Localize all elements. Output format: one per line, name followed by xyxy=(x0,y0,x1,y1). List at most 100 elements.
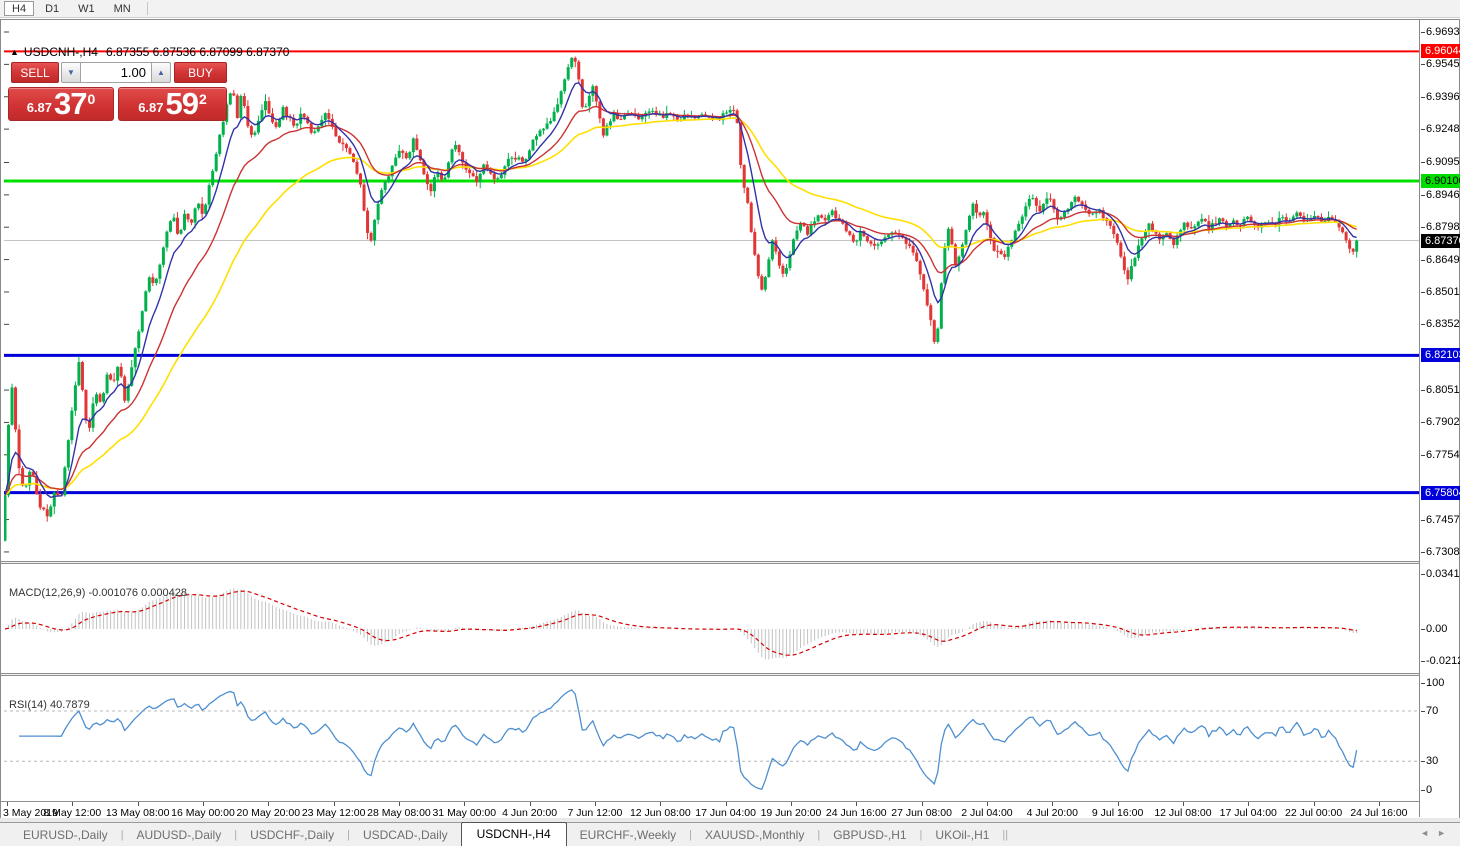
timeframe-button-d1[interactable]: D1 xyxy=(45,3,60,15)
price-axis-label: 6.92480 xyxy=(1426,123,1460,136)
time-axis-tick xyxy=(529,802,531,806)
price-axis-label-tick xyxy=(1421,519,1425,521)
timeframe-button-w1[interactable]: W1 xyxy=(78,3,95,15)
chart-tab-gbpusd-h1[interactable]: GBPUSD-,H1 xyxy=(833,827,907,842)
price-axis-label-tick xyxy=(1421,291,1425,293)
price-axis-label-tick xyxy=(1421,551,1425,553)
chart-tab-usdcad-daily[interactable]: USDCAD-,Daily xyxy=(362,827,448,842)
price-axis-label: 6.87980 xyxy=(1426,221,1460,234)
price-axis-label-tick xyxy=(1421,96,1425,98)
volume-input[interactable] xyxy=(81,62,151,83)
time-axis-tick xyxy=(1378,802,1380,806)
price-axis-label: 6.77540 xyxy=(1426,448,1460,461)
time-axis-label: 12 Jul 08:00 xyxy=(1154,807,1212,819)
buy-price-main: 59 xyxy=(165,86,199,121)
price-axis-label: 6.93965 xyxy=(1426,90,1460,103)
macd-axis-label: -0.021296 xyxy=(1426,655,1460,667)
buy-price-prefix: 6.87 xyxy=(138,100,164,115)
price-axis-badge-6-96044: 6.96044 xyxy=(1421,44,1460,59)
macd-axis-label: 0.034174 xyxy=(1426,568,1460,580)
time-axis-tick xyxy=(1248,802,1250,806)
time-axis-label: 13 May 08:00 xyxy=(105,807,170,819)
time-axis-tick xyxy=(1117,802,1119,806)
timeframe-button-h4[interactable]: H4 xyxy=(4,1,35,16)
price-axis-label-tick xyxy=(1421,324,1425,326)
time-axis-label: 4 Jul 20:00 xyxy=(1026,807,1078,819)
price-axis-label: 6.96935 xyxy=(1426,26,1460,38)
time-axis-tick xyxy=(790,802,792,806)
rsi-axis-label-tick xyxy=(1421,790,1425,791)
time-axis-label: 22 Jul 00:00 xyxy=(1284,807,1343,819)
trade-panel-top-row: SELL ▼ ▲ BUY xyxy=(8,62,228,84)
price-axis-label: 6.90950 xyxy=(1426,156,1460,169)
price-axis-label: 6.95450 xyxy=(1426,58,1460,71)
chart-tab-usdchf-daily[interactable]: USDCHF-,Daily xyxy=(250,827,335,842)
price-axis-label: 6.74570 xyxy=(1426,513,1460,526)
price-axis-label: 6.80510 xyxy=(1426,384,1460,397)
price-axis-label: 6.83525 xyxy=(1426,318,1460,331)
time-axis-tick xyxy=(202,802,204,806)
macd-axis-label-tick xyxy=(1421,661,1425,662)
macd-indicator-label: MACD(12,26,9) -0.001076 0.000428 xyxy=(9,587,187,599)
rsi-axis-label: 30 xyxy=(1426,755,1439,767)
time-axis-tick xyxy=(725,802,727,806)
sell-button[interactable]: SELL xyxy=(11,62,59,83)
price-axis-label-tick xyxy=(1421,162,1425,164)
chart-tab-audusd-daily[interactable]: AUDUSD-,Daily xyxy=(136,827,222,842)
tab-separator: | xyxy=(1002,828,1006,841)
time-axis-tick xyxy=(137,802,139,806)
rsi-panel-splitter[interactable] xyxy=(1,673,1420,676)
toolbar-separator xyxy=(146,2,148,15)
buy-button[interactable]: BUY xyxy=(174,62,227,83)
time-axis-tick xyxy=(464,802,466,806)
price-axis-label-tick xyxy=(1421,194,1425,196)
price-chart-svg xyxy=(4,31,1419,553)
time-axis-label: 3 May 2019 xyxy=(3,807,58,819)
price-axis-label-tick xyxy=(1421,390,1425,392)
volume-decrease-button[interactable]: ▼ xyxy=(61,62,81,83)
chart-tab-bar: EURUSD-,Daily | AUDUSD-,Daily | USDCHF-,Dail… xyxy=(0,821,1460,846)
timeframe-button-mn[interactable]: MN xyxy=(113,3,131,15)
chart-tab-xauusd-monthly[interactable]: XAUUSD-,Monthly xyxy=(704,827,805,842)
tab-bar-splitter xyxy=(0,818,1460,822)
time-axis-label: 28 May 08:00 xyxy=(367,807,431,819)
time-axis-label: 17 Jun 04:00 xyxy=(695,807,756,819)
price-axis-label: 6.85010 xyxy=(1426,285,1460,298)
one-click-trading-panel: SELL ▼ ▲ BUY 6.87 37 0 6.87 59 2 xyxy=(8,62,228,121)
tab-separator: | xyxy=(919,828,923,841)
volume-increase-button[interactable]: ▲ xyxy=(151,62,171,83)
time-axis-tick xyxy=(1182,802,1184,806)
chart-tab-usdcnh-h4[interactable]: USDCNH-,H4 xyxy=(460,821,567,846)
buy-price-button[interactable]: 6.87 59 2 xyxy=(118,87,227,121)
tab-scroll-arrows-icon[interactable]: ◄► xyxy=(1420,828,1454,838)
price-axis-badge-6-90100: 6.90100 xyxy=(1421,174,1460,188)
rsi-axis-label: 70 xyxy=(1426,705,1439,717)
macd-axis-label-tick xyxy=(1421,574,1425,575)
sell-price-pip: 0 xyxy=(87,91,96,107)
macd-panel-splitter[interactable] xyxy=(1,561,1420,564)
time-axis-label: 8 May 12:00 xyxy=(43,807,102,819)
price-axis-label: 6.79025 xyxy=(1426,416,1460,429)
time-axis-tick xyxy=(1313,802,1315,806)
sell-price-button[interactable]: 6.87 37 0 xyxy=(8,87,114,121)
rsi-axis-label: 0 xyxy=(1426,784,1433,796)
chart-tab-ukoil-h1[interactable]: UKOil-,H1 xyxy=(935,827,990,842)
time-axis-label: 31 May 00:00 xyxy=(432,807,497,819)
tab-separator: | xyxy=(234,828,238,841)
macd-axis-label: 0.00 xyxy=(1426,623,1448,635)
timeframe-toolbar: H4 D1 W1 MN xyxy=(0,0,1460,18)
price-axis-badge-6-75804: 6.75804 xyxy=(1421,485,1460,500)
rsi-axis-label-tick xyxy=(1421,761,1425,762)
time-axis-label: 27 Jun 08:00 xyxy=(891,807,952,819)
price-axis-label: 6.73085 xyxy=(1426,545,1460,558)
time-axis-tick xyxy=(660,802,662,806)
time-axis-label: 9 Jul 16:00 xyxy=(1091,807,1144,819)
time-axis-tick xyxy=(1052,802,1054,806)
time-axis-tick xyxy=(72,802,74,806)
chart-tab-eurusd-daily[interactable]: EURUSD-,Daily xyxy=(23,827,108,842)
price-axis-label: 6.89465 xyxy=(1426,188,1460,201)
chart-tab-eurchf-weekly[interactable]: EURCHF-,Weekly xyxy=(579,827,677,842)
time-axis-label: 16 May 00:00 xyxy=(171,807,235,819)
time-axis-tick xyxy=(333,802,335,806)
